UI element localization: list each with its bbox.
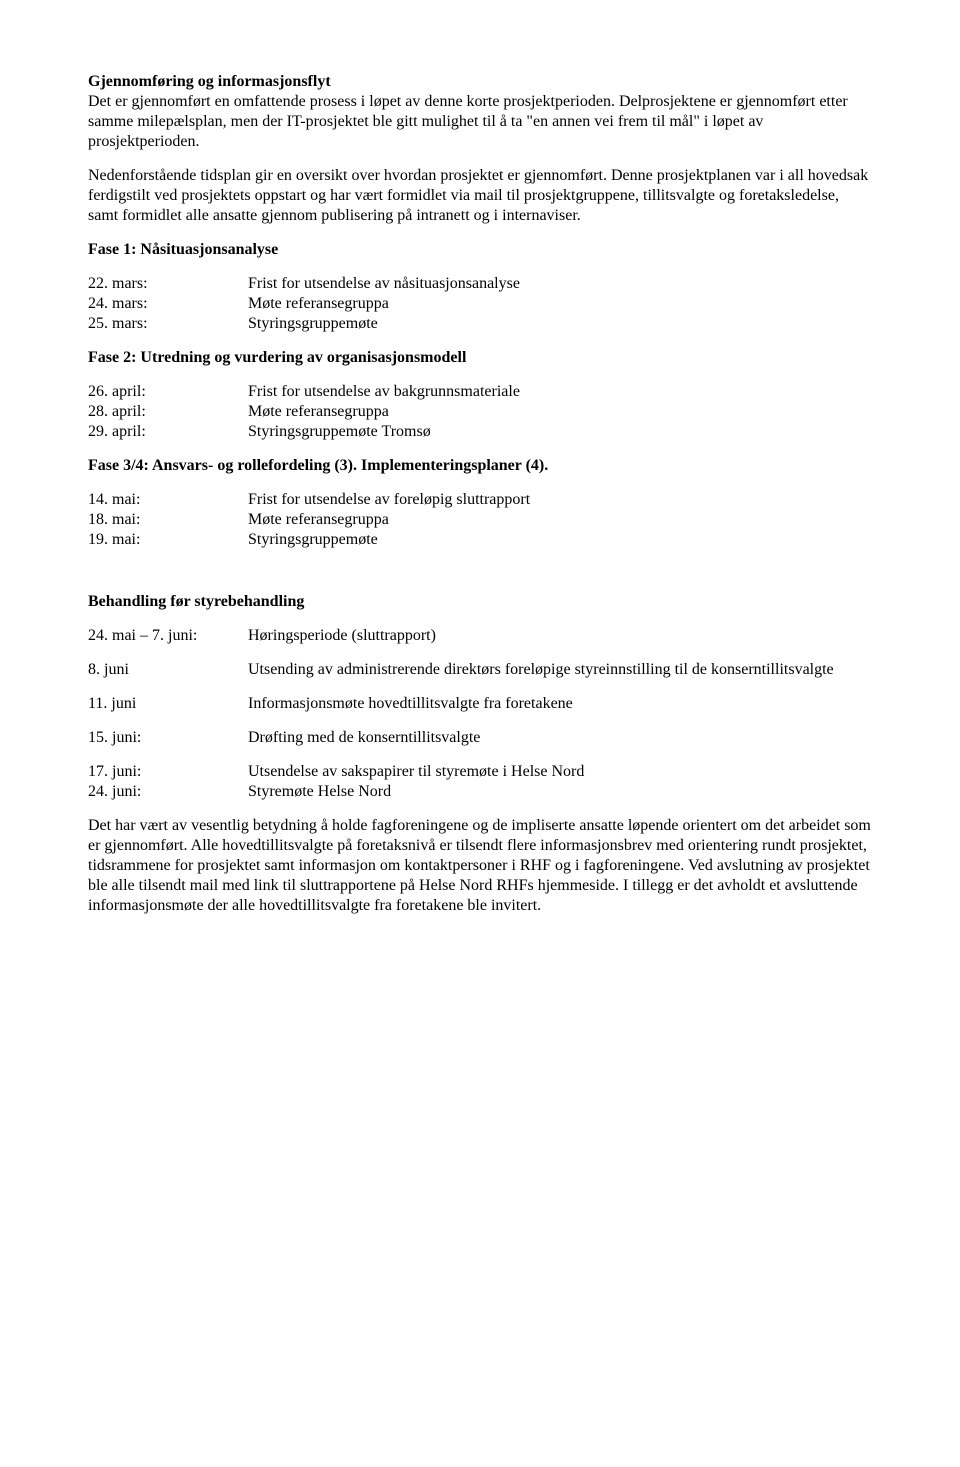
spacer <box>88 646 834 660</box>
schedule-date: 22. mars: <box>88 274 248 294</box>
schedule-row: 18. mai: Møte referansegruppa <box>88 510 530 530</box>
fase2-schedule: 26. april: Frist for utsendelse av bakgr… <box>88 382 520 442</box>
schedule-date: 28. april: <box>88 402 248 422</box>
schedule-date: 8. juni <box>88 660 248 680</box>
schedule-date: 24. juni: <box>88 782 248 802</box>
schedule-date: 24. mai – 7. juni: <box>88 626 248 646</box>
spacer <box>88 680 834 694</box>
schedule-date: 11. juni <box>88 694 248 714</box>
fase34-schedule: 14. mai: Frist for utsendelse av foreløp… <box>88 490 530 550</box>
schedule-text: Møte referansegruppa <box>248 402 520 422</box>
schedule-row: 24. mai – 7. juni: Høringsperiode (slutt… <box>88 626 834 646</box>
schedule-date: 17. juni: <box>88 762 248 782</box>
schedule-row: 28. april: Møte referansegruppa <box>88 402 520 422</box>
paragraph-2: Nedenforstående tidsplan gir en oversikt… <box>88 166 872 226</box>
schedule-text: Høringsperiode (sluttrapport) <box>248 626 834 646</box>
spacer <box>88 564 872 578</box>
schedule-text: Drøfting med de konserntillitsvalgte <box>248 728 834 748</box>
schedule-text: Styringsgruppemøte Tromsø <box>248 422 520 442</box>
schedule-text: Styringsgruppemøte <box>248 530 530 550</box>
schedule-row: 26. april: Frist for utsendelse av bakgr… <box>88 382 520 402</box>
behandling-title: Behandling før styrebehandling <box>88 592 872 612</box>
schedule-date: 24. mars: <box>88 294 248 314</box>
schedule-date: 18. mai: <box>88 510 248 530</box>
schedule-row: 24. juni: Styremøte Helse Nord <box>88 782 834 802</box>
spacer <box>88 748 834 762</box>
section-heading: Gjennomføring og informasjonsflyt Det er… <box>88 72 872 152</box>
schedule-date: 15. juni: <box>88 728 248 748</box>
schedule-row: 29. april: Styringsgruppemøte Tromsø <box>88 422 520 442</box>
schedule-date: 14. mai: <box>88 490 248 510</box>
schedule-row: 15. juni: Drøfting med de konserntillits… <box>88 728 834 748</box>
schedule-text: Frist for utsendelse av nåsituasjonsanal… <box>248 274 520 294</box>
schedule-row: 19. mai: Styringsgruppemøte <box>88 530 530 550</box>
fase2-title: Fase 2: Utredning og vurdering av organi… <box>88 348 872 368</box>
schedule-row: 17. juni: Utsendelse av sakspapirer til … <box>88 762 834 782</box>
schedule-text: Møte referansegruppa <box>248 510 530 530</box>
schedule-date: 29. april: <box>88 422 248 442</box>
schedule-date: 19. mai: <box>88 530 248 550</box>
schedule-row: 25. mars: Styringsgruppemøte <box>88 314 520 334</box>
schedule-text: Informasjonsmøte hovedtillitsvalgte fra … <box>248 694 834 714</box>
schedule-text: Styringsgruppemøte <box>248 314 520 334</box>
schedule-text: Møte referansegruppa <box>248 294 520 314</box>
schedule-date: 25. mars: <box>88 314 248 334</box>
schedule-row: 8. juni Utsending av administrerende dir… <box>88 660 834 680</box>
schedule-text: Styremøte Helse Nord <box>248 782 834 802</box>
schedule-row: 14. mai: Frist for utsendelse av foreløp… <box>88 490 530 510</box>
schedule-text: Frist for utsendelse av foreløpig sluttr… <box>248 490 530 510</box>
heading-text: Gjennomføring og informasjonsflyt <box>88 73 331 90</box>
paragraph-3: Det har vært av vesentlig betydning å ho… <box>88 816 872 916</box>
schedule-text: Frist for utsendelse av bakgrunnsmateria… <box>248 382 520 402</box>
behandling-schedule: 24. mai – 7. juni: Høringsperiode (slutt… <box>88 626 834 802</box>
schedule-row: 24. mars: Møte referansegruppa <box>88 294 520 314</box>
spacer <box>88 714 834 728</box>
fase1-schedule: 22. mars: Frist for utsendelse av nåsitu… <box>88 274 520 334</box>
schedule-row: 11. juni Informasjonsmøte hovedtillitsva… <box>88 694 834 714</box>
schedule-text: Utsendelse av sakspapirer til styremøte … <box>248 762 834 782</box>
fase34-title: Fase 3/4: Ansvars- og rollefordeling (3)… <box>88 456 872 476</box>
schedule-date: 26. april: <box>88 382 248 402</box>
schedule-text: Utsending av administrerende direktørs f… <box>248 660 834 680</box>
paragraph-1: Det er gjennomført en omfattende prosess… <box>88 93 848 150</box>
schedule-row: 22. mars: Frist for utsendelse av nåsitu… <box>88 274 520 294</box>
fase1-title: Fase 1: Nåsituasjonsanalyse <box>88 240 872 260</box>
